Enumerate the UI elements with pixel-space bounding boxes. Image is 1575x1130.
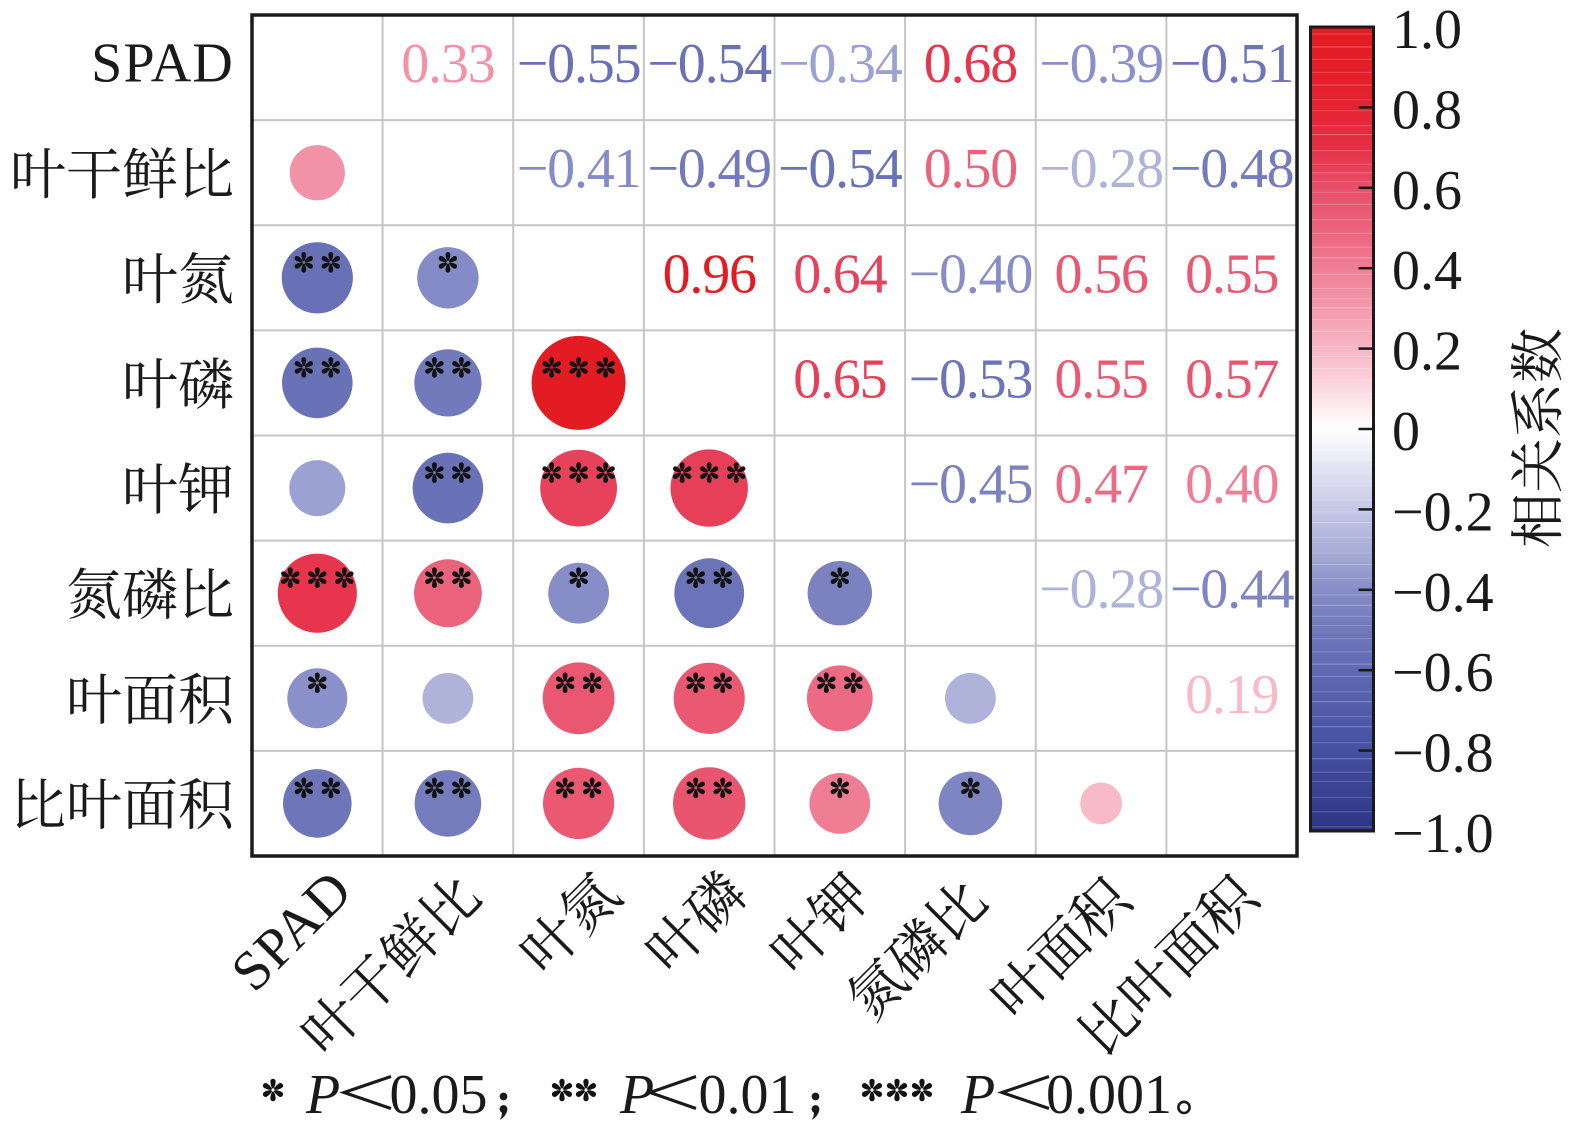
svg-text:0.68: 0.68 <box>924 33 1017 95</box>
svg-text:−0.45: −0.45 <box>909 454 1033 516</box>
svg-text:0.19: 0.19 <box>1185 664 1278 726</box>
svg-text:0.55: 0.55 <box>1054 348 1147 410</box>
svg-text:−0.54: −0.54 <box>647 33 772 95</box>
svg-text:0.47: 0.47 <box>1054 454 1147 516</box>
svg-text:−0.2: −0.2 <box>1392 481 1494 543</box>
svg-text:−0.6: −0.6 <box>1392 642 1494 704</box>
svg-text:0.96: 0.96 <box>663 243 756 305</box>
svg-text:0.4: 0.4 <box>1392 240 1462 302</box>
svg-text:−0.4: −0.4 <box>1392 562 1494 624</box>
svg-text:0.6: 0.6 <box>1392 160 1462 222</box>
svg-text:0.01: 0.01 <box>699 1064 797 1126</box>
svg-text:0.56: 0.56 <box>1054 243 1147 305</box>
svg-text:−0.51: −0.51 <box>1170 33 1294 95</box>
svg-text:−0.48: −0.48 <box>1170 138 1294 200</box>
svg-text:−0.39: −0.39 <box>1039 33 1163 95</box>
svg-text:0.64: 0.64 <box>793 243 887 305</box>
svg-text:−0.54: −0.54 <box>778 138 903 200</box>
svg-text:−0.28: −0.28 <box>1039 559 1163 621</box>
svg-text:−0.40: −0.40 <box>909 243 1033 305</box>
svg-text:−0.49: −0.49 <box>647 138 771 200</box>
svg-text:P: P <box>960 1064 995 1126</box>
svg-text:−0.53: −0.53 <box>909 348 1033 410</box>
svg-text:SPAD: SPAD <box>91 33 234 95</box>
svg-text:0.65: 0.65 <box>793 348 886 410</box>
svg-text:P: P <box>305 1064 340 1126</box>
svg-text:−0.8: −0.8 <box>1392 723 1494 785</box>
svg-text:0.05: 0.05 <box>390 1064 488 1126</box>
svg-text:0.8: 0.8 <box>1392 79 1462 141</box>
svg-text:−0.34: −0.34 <box>778 33 903 95</box>
svg-text:0.57: 0.57 <box>1185 348 1278 410</box>
svg-text:0.2: 0.2 <box>1392 321 1462 383</box>
svg-text:0.55: 0.55 <box>1185 243 1278 305</box>
svg-text:0.40: 0.40 <box>1185 454 1278 516</box>
svg-text:0.50: 0.50 <box>924 138 1017 200</box>
svg-text:−0.41: −0.41 <box>517 138 641 200</box>
svg-text:−0.28: −0.28 <box>1039 138 1163 200</box>
svg-text:−0.55: −0.55 <box>517 33 641 95</box>
svg-text:P: P <box>619 1064 654 1126</box>
svg-text:0.001: 0.001 <box>1046 1064 1172 1126</box>
svg-text:−0.44: −0.44 <box>1170 559 1295 621</box>
svg-text:1.0: 1.0 <box>1392 0 1462 61</box>
svg-text:0: 0 <box>1392 401 1420 463</box>
svg-text:−1.0: −1.0 <box>1392 803 1494 865</box>
svg-text:0.33: 0.33 <box>401 33 494 95</box>
